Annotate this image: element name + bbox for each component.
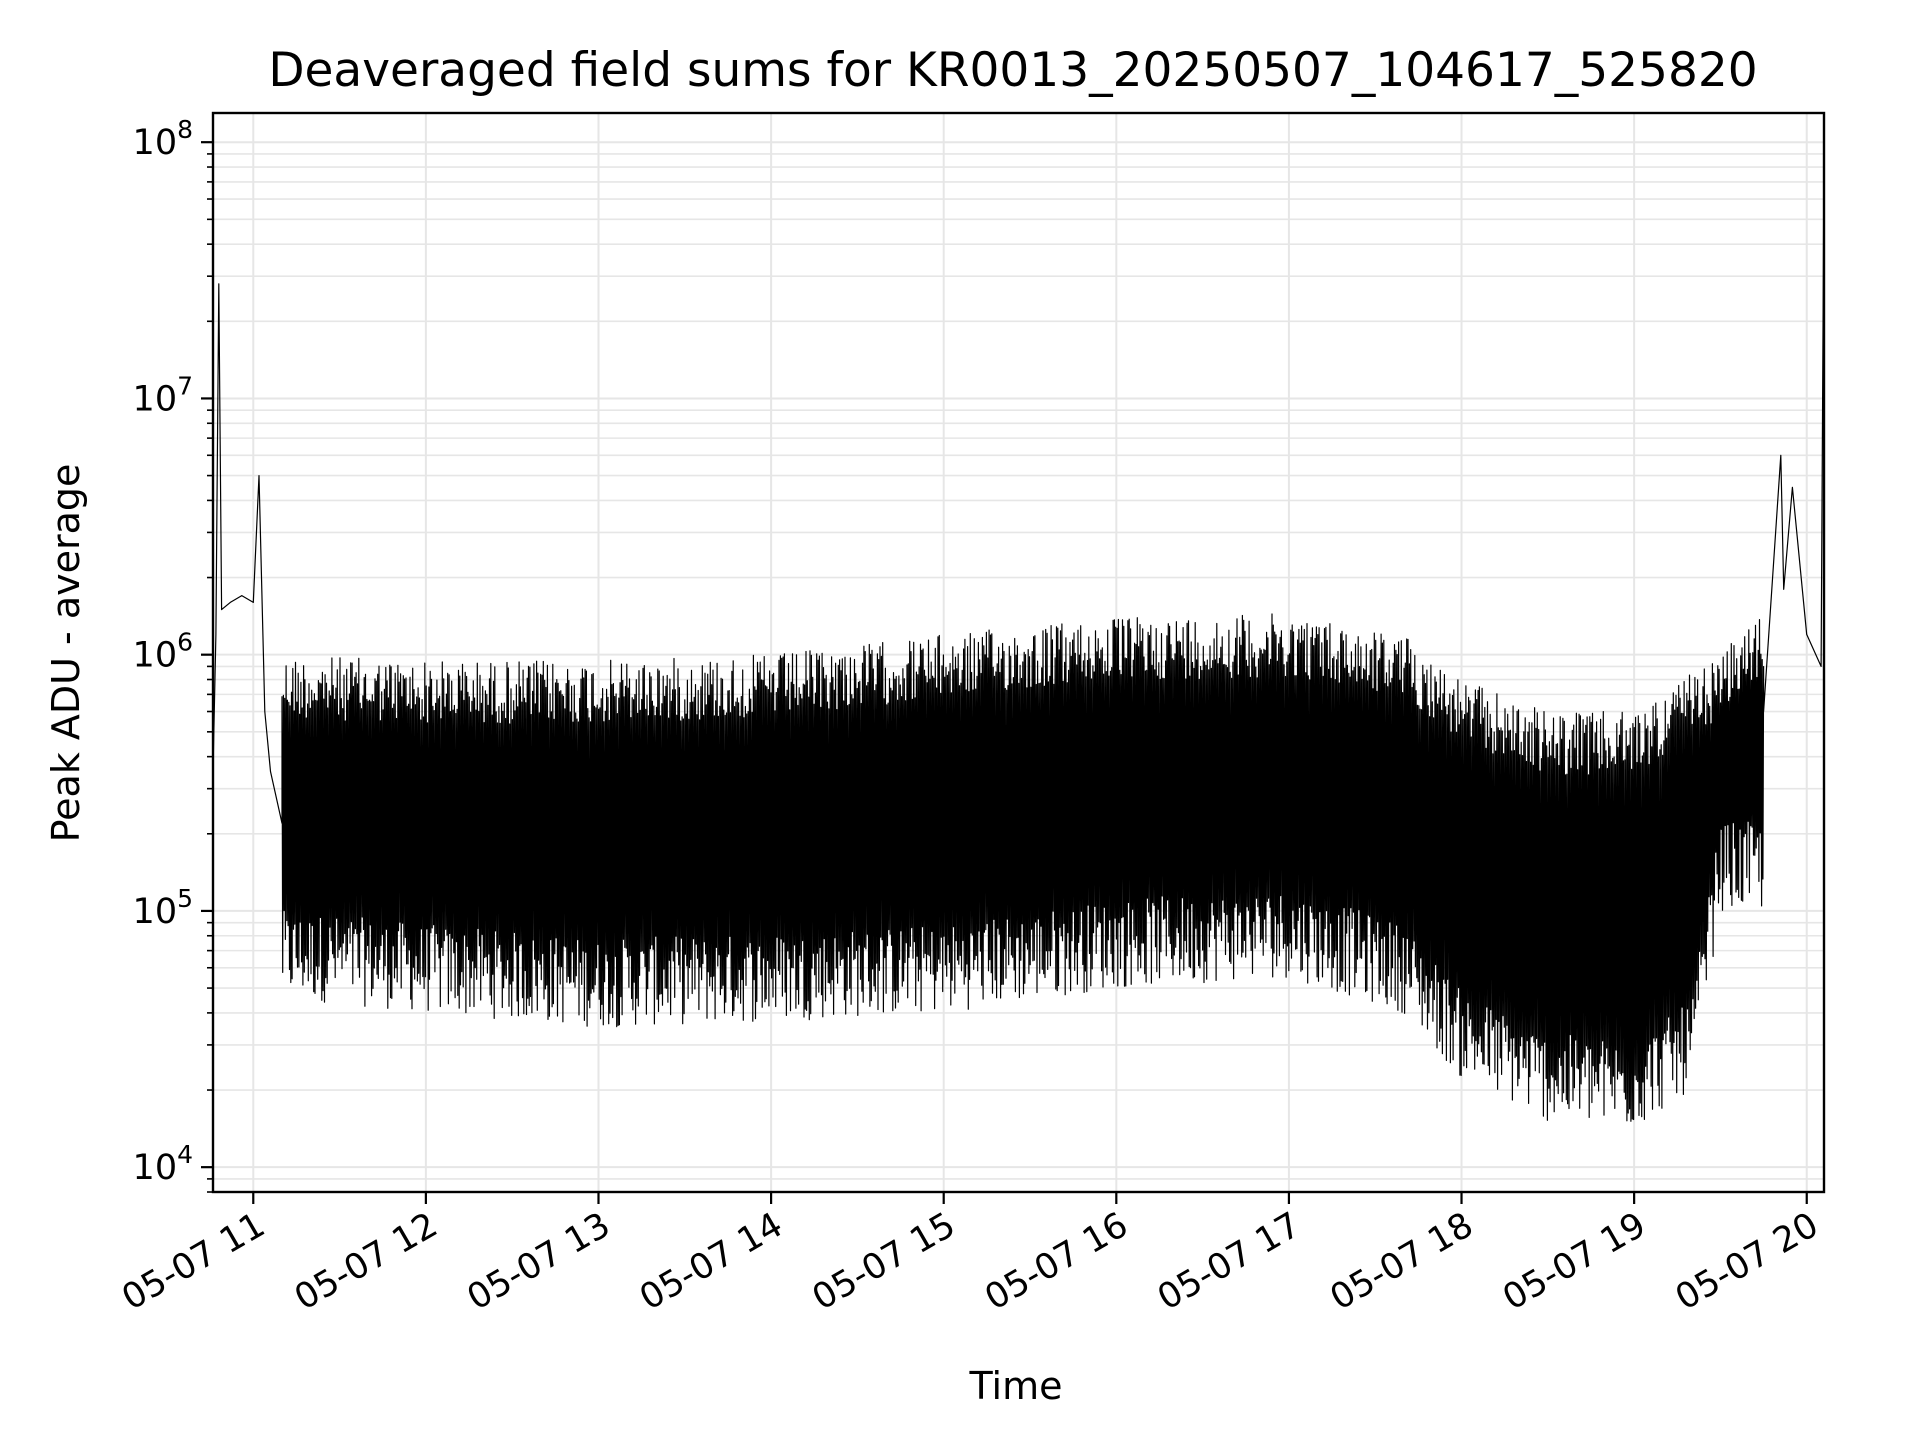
series-line xyxy=(212,153,1825,1122)
plot-frame xyxy=(211,111,1826,1194)
y-axis-label: Peak ADU - average xyxy=(44,464,88,843)
x-tick-label: 05-07 19 xyxy=(1496,1205,1652,1318)
x-axis-label: Time xyxy=(969,1364,1063,1408)
y-tick-label: 104 xyxy=(133,1140,193,1188)
x-tick-label: 05-07 20 xyxy=(1669,1205,1825,1318)
y-tick-label: 106 xyxy=(133,628,193,676)
y-tick-label: 107 xyxy=(133,371,193,419)
y-tick-label: 105 xyxy=(133,884,193,932)
y-tick-label: 108 xyxy=(133,115,193,163)
x-tick-label: 05-07 18 xyxy=(1324,1205,1480,1318)
x-tick-label: 05-07 15 xyxy=(806,1205,962,1318)
x-tick-label: 05-07 14 xyxy=(633,1205,789,1318)
x-tick-label: 05-07 17 xyxy=(1151,1205,1307,1318)
x-tick-label: 05-07 12 xyxy=(288,1205,444,1318)
y-axis: 104 105 106 107 108 xyxy=(133,115,213,1193)
x-tick-label: 05-07 16 xyxy=(979,1205,1135,1318)
x-tick-label: 05-07 11 xyxy=(115,1205,271,1318)
x-tick-label: 05-07 13 xyxy=(461,1205,617,1318)
series-layer xyxy=(212,153,1825,1123)
chart-title: Deaveraged field sums for KR0013_2025050… xyxy=(268,43,1757,98)
x-axis: 05-07 11 05-07 12 05-07 13 05-07 14 05-07 15… xyxy=(115,1192,1825,1318)
